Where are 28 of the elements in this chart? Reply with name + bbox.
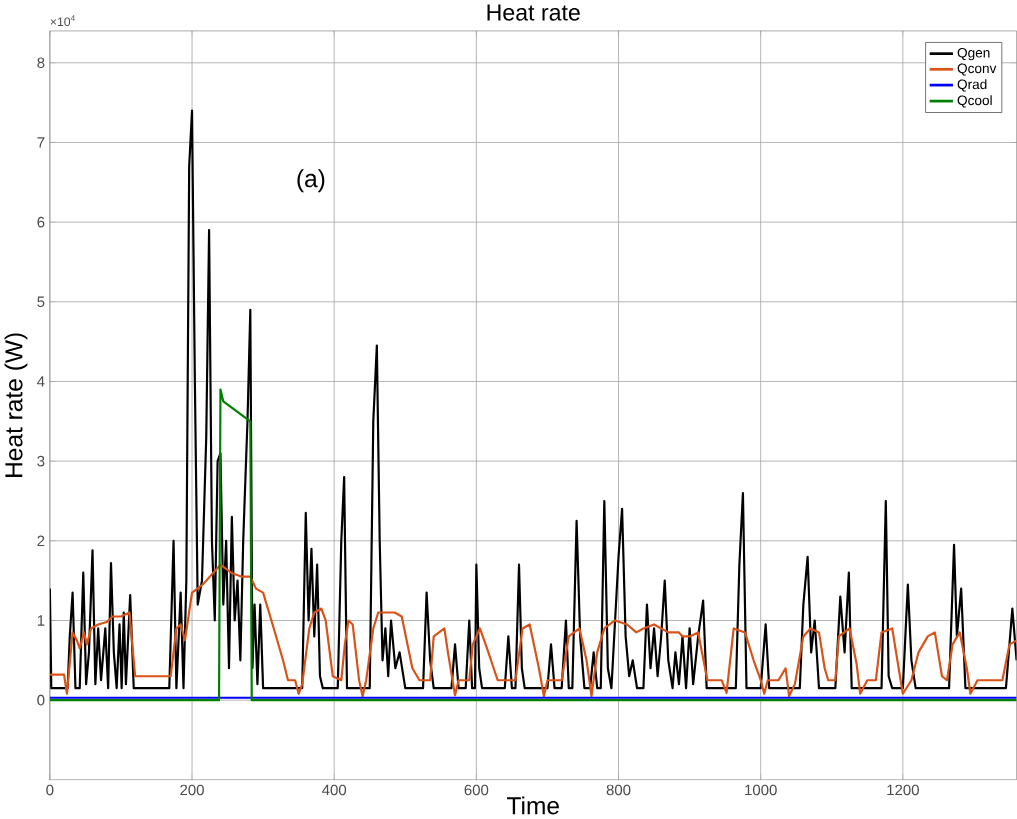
x-tick-label: 600	[464, 784, 489, 796]
x-tick-label: 1200	[887, 784, 919, 796]
text: ×10$^{4}$	[50, 15, 75, 27]
y-tick-label: 3	[37, 455, 45, 467]
y-tick-label: 1	[37, 615, 45, 626]
chart-title: Heat rate	[487, 4, 580, 21]
legend-label: Qgen	[957, 47, 990, 61]
x-tick-label: 0	[46, 784, 54, 796]
y-tick-label: 8	[37, 57, 45, 69]
annotation: (a)	[297, 169, 325, 193]
legend-label: Qconv	[957, 63, 997, 76]
legend-label: Qrad	[957, 79, 987, 92]
x-tick-label: 800	[606, 784, 631, 796]
y-tick-label: 4	[37, 376, 45, 387]
y-tick-label: 2	[37, 535, 45, 547]
line-series	[49, 388, 1017, 702]
line-series	[49, 563, 1017, 698]
line-series	[49, 109, 1017, 690]
x-axis-title: Time	[507, 796, 559, 815]
legend-label: Qcool	[957, 95, 992, 108]
y-tick-label: 6	[37, 216, 45, 228]
y-tick-label: 0	[37, 694, 45, 706]
x-tick-label: 1000	[745, 784, 777, 796]
y-axis-title: Heat rate (W)	[4, 333, 28, 477]
y-tick-label: 7	[37, 137, 45, 148]
x-tick-label: 200	[180, 784, 204, 796]
x-tick-label: 400	[322, 784, 347, 796]
y-tick-label: 5	[37, 296, 45, 308]
